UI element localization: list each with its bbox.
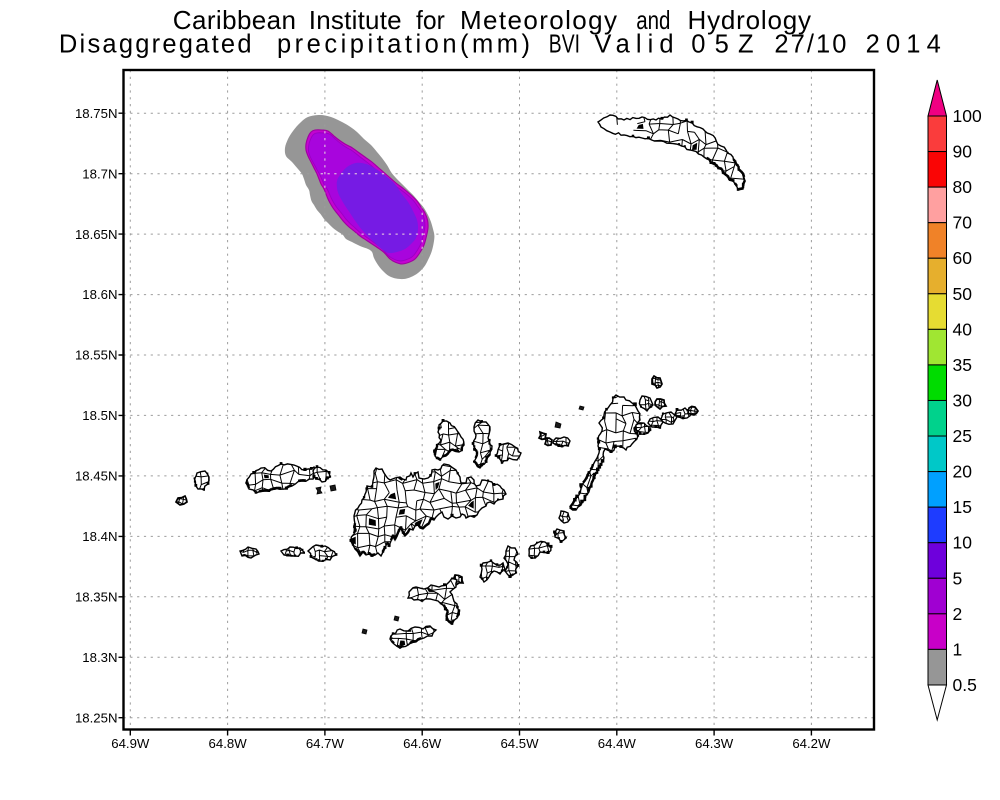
svg-text:and: and	[636, 5, 670, 35]
svg-text:50: 50	[953, 284, 973, 304]
svg-text:5: 5	[953, 568, 963, 588]
svg-text:for: for	[416, 5, 445, 35]
svg-text:18.65N: 18.65N	[75, 227, 118, 242]
svg-text:64.6W: 64.6W	[403, 736, 442, 751]
svg-text:0.5: 0.5	[953, 675, 977, 695]
svg-text:90: 90	[953, 142, 973, 162]
svg-text:80: 80	[953, 177, 973, 197]
svg-text:2: 2	[953, 604, 963, 624]
svg-text:15: 15	[953, 497, 972, 517]
svg-text:18.45N: 18.45N	[75, 469, 118, 484]
svg-text:05Z: 05Z	[691, 30, 753, 58]
svg-text:40: 40	[953, 319, 973, 339]
svg-text:BVI: BVI	[549, 30, 580, 58]
svg-text:64.9W: 64.9W	[111, 736, 150, 751]
svg-text:18.4N: 18.4N	[82, 529, 117, 544]
svg-text:18.7N: 18.7N	[82, 166, 117, 181]
svg-text:Caribbean: Caribbean	[173, 5, 296, 35]
svg-text:100: 100	[953, 106, 982, 126]
svg-text:64.7W: 64.7W	[306, 736, 345, 751]
svg-text:30: 30	[953, 391, 973, 411]
svg-text:18.55N: 18.55N	[75, 348, 118, 363]
svg-text:Hydrology: Hydrology	[688, 5, 812, 35]
svg-text:64.8W: 64.8W	[209, 736, 248, 751]
svg-text:18.5N: 18.5N	[82, 408, 117, 423]
svg-text:Disaggregated: Disaggregated	[59, 30, 252, 58]
svg-text:27/10: 27/10	[774, 30, 846, 58]
svg-text:64.2W: 64.2W	[792, 736, 831, 751]
svg-text:64.5W: 64.5W	[500, 736, 539, 751]
svg-text:64.4W: 64.4W	[598, 736, 637, 751]
svg-text:Institute: Institute	[309, 5, 402, 35]
svg-text:10: 10	[953, 533, 973, 553]
svg-text:18.25N: 18.25N	[75, 710, 118, 725]
svg-text:25: 25	[953, 426, 972, 446]
svg-text:70: 70	[953, 213, 973, 233]
svg-text:18.75N: 18.75N	[75, 106, 118, 121]
svg-text:64.3W: 64.3W	[695, 736, 734, 751]
svg-text:Meteorology: Meteorology	[460, 5, 617, 35]
svg-text:18.3N: 18.3N	[82, 650, 117, 665]
svg-text:35: 35	[953, 355, 972, 375]
svg-text:60: 60	[953, 248, 973, 268]
svg-text:1: 1	[953, 639, 963, 659]
svg-text:18.35N: 18.35N	[75, 590, 118, 605]
svg-text:20: 20	[953, 462, 973, 482]
svg-text:18.6N: 18.6N	[82, 287, 117, 302]
